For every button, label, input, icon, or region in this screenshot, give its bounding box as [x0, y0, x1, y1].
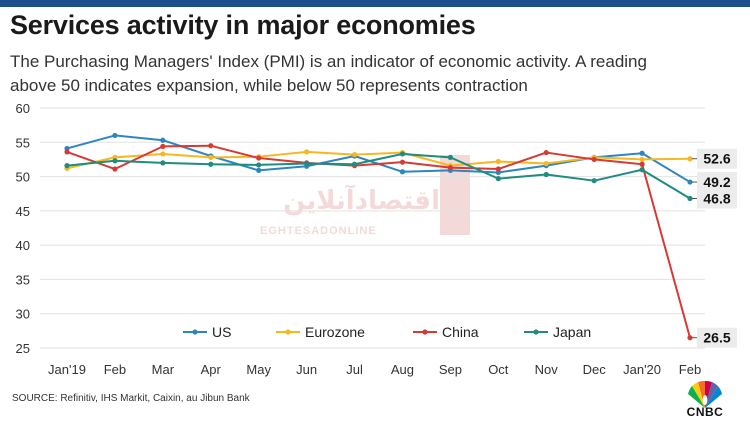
legend-marker-japan [533, 329, 539, 335]
legend-label-japan: Japan [553, 324, 591, 340]
x-tick-label: Jul [346, 362, 363, 377]
data-point-japan [591, 178, 597, 184]
data-point-japan [687, 195, 693, 202]
data-point-us [256, 167, 262, 173]
end-label-box [697, 172, 737, 193]
data-point-china [495, 166, 501, 172]
data-point-japan [64, 163, 70, 169]
data-point-us [687, 179, 693, 185]
legend-marker-china [422, 329, 428, 335]
data-point-eurozone [543, 160, 549, 167]
x-tick-label: Dec [583, 362, 607, 377]
x-tick-label: Jan'20 [623, 362, 661, 377]
x-tick-label: Apr [201, 362, 222, 377]
data-point-eurozone [160, 151, 166, 157]
data-point-japan [447, 154, 453, 160]
data-point-china [447, 165, 453, 171]
source-note: SOURCE: Refinitiv, IHS Markit, Caixin, a… [12, 393, 250, 404]
y-tick-label-45: 45 [16, 204, 30, 219]
data-point-japan [639, 167, 645, 173]
x-tick-label: Nov [535, 362, 559, 377]
legend-marker-eurozone [285, 329, 291, 335]
y-tick-label-25: 25 [16, 341, 30, 356]
data-point-us [639, 150, 645, 156]
data-point-eurozone [304, 149, 310, 155]
data-point-china [256, 155, 262, 161]
data-point-us [112, 132, 118, 139]
end-label-japan: 46.8 [703, 191, 730, 207]
data-point-china [160, 143, 166, 149]
x-tick-label: Sep [439, 362, 462, 377]
watermark-subtext: EGHTESADONLINE [260, 225, 377, 237]
x-tick-label: Jan'19 [48, 362, 86, 377]
data-point-eurozone [351, 152, 358, 158]
top-accent-bar [0, 0, 750, 7]
end-label-box [697, 148, 737, 169]
data-point-eurozone [495, 158, 501, 165]
data-point-eurozone [208, 154, 214, 160]
x-tick-label: Feb [679, 362, 701, 377]
chart-subtitle: The Purchasing Managers' Index (PMI) is … [10, 50, 740, 98]
peacock-logo-icon [688, 380, 722, 408]
y-tick-label-40: 40 [16, 238, 30, 253]
subtitle-line-1: The Purchasing Managers' Index (PMI) is … [10, 52, 647, 71]
x-tick-label: Mar [152, 362, 175, 377]
data-point-eurozone [639, 156, 645, 163]
data-point-china [591, 156, 597, 163]
data-point-us [399, 169, 406, 175]
end-label-eurozone: 52.6 [703, 151, 730, 167]
data-point-eurozone [687, 156, 693, 162]
data-point-china [543, 149, 549, 156]
x-tick-label: May [246, 362, 271, 377]
cnbc-logo-text: CNBC [686, 405, 724, 419]
watermark: اقتصادآنلاین EGHTESADONLINE [240, 155, 470, 255]
legend-marker-us [192, 329, 198, 335]
data-point-japan [256, 162, 262, 168]
data-point-japan [543, 171, 549, 178]
data-point-japan [495, 176, 501, 182]
data-point-japan [399, 151, 406, 157]
data-point-china [639, 161, 645, 167]
data-point-japan [160, 160, 166, 166]
data-point-china [399, 159, 406, 165]
x-tick-label: Jun [296, 362, 317, 377]
legend-label-china: China [442, 324, 479, 340]
data-point-us [160, 137, 166, 143]
watermark-text: اقتصادآنلاین [283, 185, 440, 215]
data-point-japan [304, 160, 310, 167]
legend-label-eurozone: Eurozone [305, 324, 365, 340]
y-tick-label-35: 35 [16, 272, 30, 287]
data-point-china [208, 143, 214, 149]
y-tick-label-30: 30 [16, 307, 30, 322]
data-point-japan [208, 161, 214, 167]
chart-title: Services activity in major economies [10, 10, 476, 40]
end-label-china: 26.5 [703, 330, 730, 346]
x-tick-label: Oct [488, 362, 509, 377]
data-point-china [64, 149, 70, 155]
x-tick-label: Feb [104, 362, 126, 377]
y-tick-label-60: 60 [16, 101, 30, 116]
data-point-japan [351, 161, 358, 167]
y-tick-label-55: 55 [16, 135, 30, 150]
data-point-china [112, 166, 118, 172]
end-label-us: 49.2 [703, 174, 730, 190]
data-point-japan [112, 158, 118, 164]
x-tick-label: Aug [391, 362, 414, 377]
y-tick-label-50: 50 [16, 170, 30, 185]
data-point-china [687, 335, 693, 341]
legend-label-us: US [212, 324, 231, 340]
end-label-box [697, 327, 737, 348]
end-label-box [697, 188, 737, 209]
series-line-japan [66, 152, 691, 200]
series-line-china [66, 144, 691, 338]
subtitle-line-2: above 50 indicates expansion, while belo… [10, 76, 528, 95]
